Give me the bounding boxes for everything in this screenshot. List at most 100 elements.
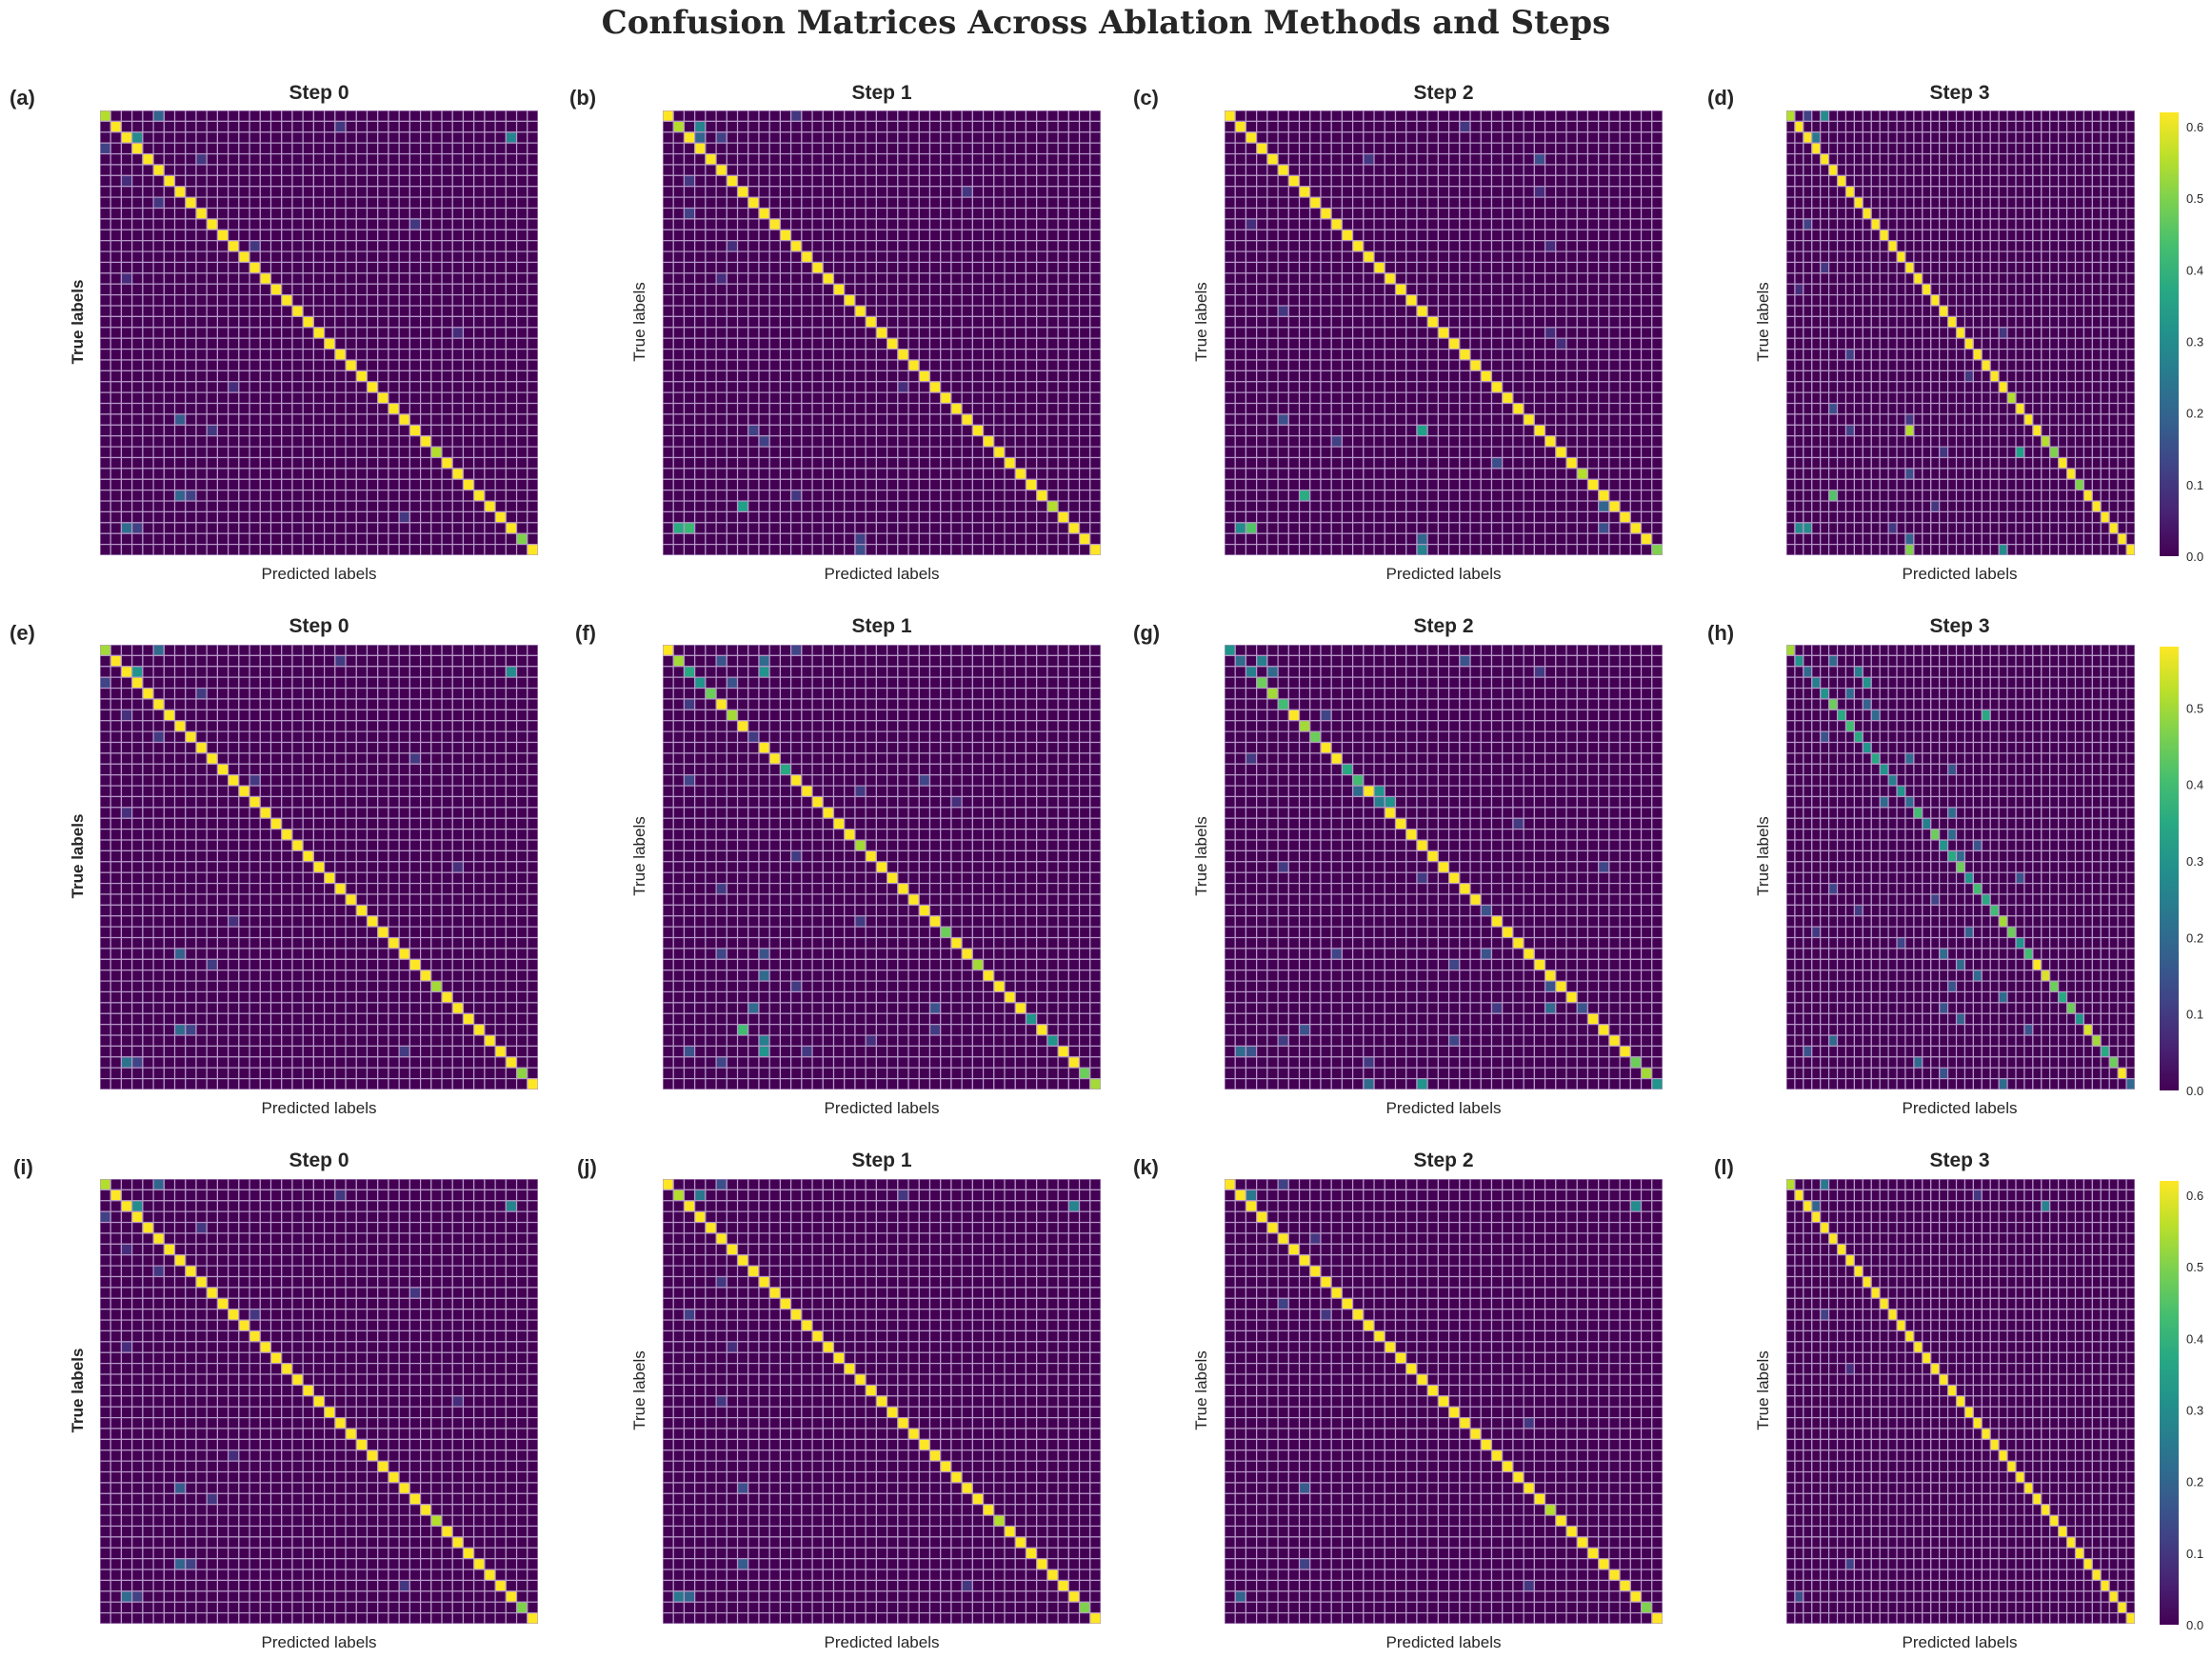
heatmap-cell (195, 510, 208, 524)
heatmap-cell (663, 522, 674, 534)
heatmap-cell (1426, 164, 1439, 176)
heatmap-cell (1523, 229, 1535, 242)
heatmap-cell (430, 359, 443, 371)
heatmap-cell (801, 250, 813, 264)
heatmap-cell (1480, 120, 1493, 133)
heatmap-cell (1287, 327, 1301, 339)
heatmap-cell (1426, 294, 1439, 307)
heatmap-cell (1089, 315, 1101, 329)
heatmap-cell (1469, 207, 1482, 220)
heatmap-cell (388, 164, 400, 176)
heatmap-cell (1225, 522, 1236, 534)
heatmap-cell (971, 218, 985, 230)
heatmap-cell (1384, 315, 1397, 329)
heatmap-cell (1448, 337, 1461, 350)
heatmap-cell (736, 229, 749, 242)
heatmap-cell (163, 261, 176, 274)
heatmap-cell (1004, 402, 1016, 415)
heatmap-cell (982, 120, 995, 133)
heatmap-cell (768, 110, 782, 122)
heatmap-cell (173, 478, 187, 491)
heatmap-cell (822, 110, 835, 122)
heatmap-cell (409, 229, 422, 242)
heatmap-cell (1277, 120, 1289, 133)
heatmap-cell (451, 272, 465, 285)
heatmap-cell (715, 370, 727, 383)
heatmap-cell (1544, 327, 1557, 339)
heatmap-cell (1234, 272, 1247, 285)
heatmap-cell (1320, 186, 1332, 198)
heatmap-cell (1576, 456, 1589, 470)
heatmap-cell (366, 456, 379, 470)
heatmap-cell (473, 435, 486, 448)
heatmap-cell (1533, 283, 1546, 296)
heatmap-cell (865, 544, 877, 555)
heatmap-cell (694, 142, 707, 155)
heatmap-cell (131, 186, 144, 198)
heatmap-cell (832, 544, 846, 555)
heatmap-cell (1651, 261, 1663, 274)
heatmap-cell (1225, 446, 1236, 459)
heatmap-cell (1341, 424, 1354, 437)
heatmap-cell (779, 510, 792, 524)
heatmap-cell (366, 402, 379, 415)
heatmap-cell (768, 446, 782, 459)
heatmap-cell (377, 327, 389, 339)
heatmap-cell (1057, 240, 1069, 252)
heatmap-cell (110, 500, 123, 513)
heatmap-cell (1533, 391, 1546, 405)
heatmap-cell (928, 283, 942, 296)
heatmap-cell (291, 229, 304, 242)
heatmap-cell (715, 272, 727, 285)
heatmap-cell (1640, 110, 1653, 122)
heatmap-cell (1384, 500, 1397, 513)
heatmap-cell (1004, 544, 1016, 555)
heatmap-cell (195, 218, 208, 230)
heatmap-cell (1046, 164, 1059, 176)
heatmap-cell (377, 348, 389, 361)
heatmap-cell (473, 413, 486, 426)
heatmap-cell (758, 152, 770, 166)
heatmap-cell (1586, 240, 1600, 252)
heatmap-cell (1523, 250, 1535, 264)
heatmap-cell (726, 337, 739, 350)
heatmap-cell (715, 186, 727, 198)
heatmap-cell (355, 186, 369, 198)
heatmap-cell (1490, 186, 1504, 198)
heatmap-cell (844, 196, 856, 210)
heatmap-cell (281, 381, 293, 393)
heatmap-cell (1025, 348, 1038, 361)
heatmap-cell (377, 500, 389, 513)
heatmap-cell (1266, 456, 1279, 470)
heatmap-cell (1426, 283, 1439, 296)
heatmap-cell (291, 402, 304, 415)
heatmap-cell (152, 500, 165, 513)
heatmap-cell (940, 446, 952, 459)
heatmap-cell (663, 490, 674, 502)
heatmap-cell (1225, 337, 1236, 350)
heatmap-cell (1651, 522, 1663, 534)
heatmap-cell (1502, 272, 1514, 285)
heatmap-cell (940, 359, 952, 371)
heatmap-cell (1469, 120, 1482, 133)
heatmap-cell (1277, 435, 1289, 448)
heatmap-cell (120, 283, 133, 296)
heatmap-cell (1352, 391, 1365, 405)
heatmap-cell (1245, 305, 1258, 318)
heatmap-cell (875, 478, 888, 491)
heatmap-cell (672, 229, 686, 242)
heatmap-cell (705, 261, 717, 274)
heatmap-cell (163, 348, 176, 361)
heatmap-cell (1266, 424, 1279, 437)
heatmap-cell (1598, 240, 1610, 252)
heatmap-cell (1341, 120, 1354, 133)
heatmap-cell (663, 370, 674, 383)
heatmap-cell (419, 446, 432, 459)
heatmap-cell (206, 359, 219, 371)
heatmap-cell (398, 391, 410, 405)
heatmap-cell (865, 402, 877, 415)
heatmap-cell (1341, 272, 1354, 285)
heatmap-cell (228, 391, 240, 405)
heatmap-cell (1533, 348, 1546, 361)
heatmap-cell (950, 381, 963, 393)
